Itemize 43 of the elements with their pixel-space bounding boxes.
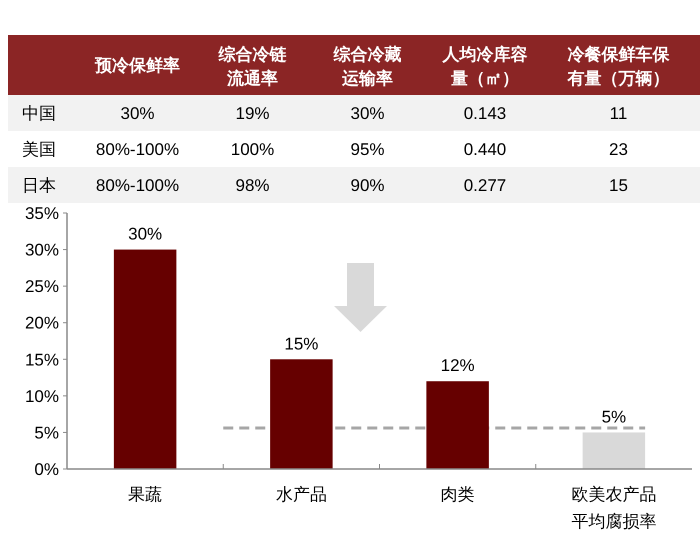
y-tick-label: 0% [34,460,59,479]
text: 95% [350,140,385,159]
category-label: 冷餐保鲜车保有量（万辆） [566,45,670,89]
y-tick-label: 35% [24,204,59,223]
y-tick-label: 20% [24,314,59,333]
y-tick-label: 5% [34,423,59,442]
x-tick-label: 欧美农产品平均腐损率 [571,485,656,532]
text: 100% [230,140,274,159]
data-label: 30% [128,224,162,244]
text: 0.440 [464,140,506,159]
text: 11 [610,104,628,123]
bar [114,250,176,469]
text: 0.277 [464,176,506,195]
category-label: 预冷保鲜率 [94,56,180,76]
x-tick-label: 水产品 [276,485,327,505]
x-tick-label: 果蔬 [128,485,162,505]
text: 19% [235,104,270,123]
data-label: 5% [602,407,626,426]
text: 80%-100% [96,140,180,159]
text: 80%-100% [96,176,180,195]
text: 30% [120,104,155,123]
bar [270,359,333,469]
y-tick-label: 10% [24,386,59,406]
category-label: 综合冷藏运输率 [332,45,402,89]
text: 30% [350,104,385,123]
x-tick-label: 肉类 [440,485,475,505]
category-label: 美国 [22,140,56,160]
text: 90% [350,176,385,195]
category-label: 人均冷库容量（㎡） [442,45,528,89]
data-label: 15% [284,334,318,354]
text: 15 [609,176,628,195]
category-label: 中国 [22,104,56,124]
text: 98% [235,176,270,195]
bar [582,432,646,469]
text: 0.143 [464,104,506,123]
bar [426,381,489,469]
category-label: 日本 [22,176,56,196]
y-tick-label: 25% [24,277,59,296]
category-label: 综合冷链流通率 [218,45,288,89]
text: 23 [609,140,628,159]
data-label: 12% [440,356,475,376]
y-tick-label: 15% [24,350,59,370]
y-tick-label: 30% [24,240,59,260]
